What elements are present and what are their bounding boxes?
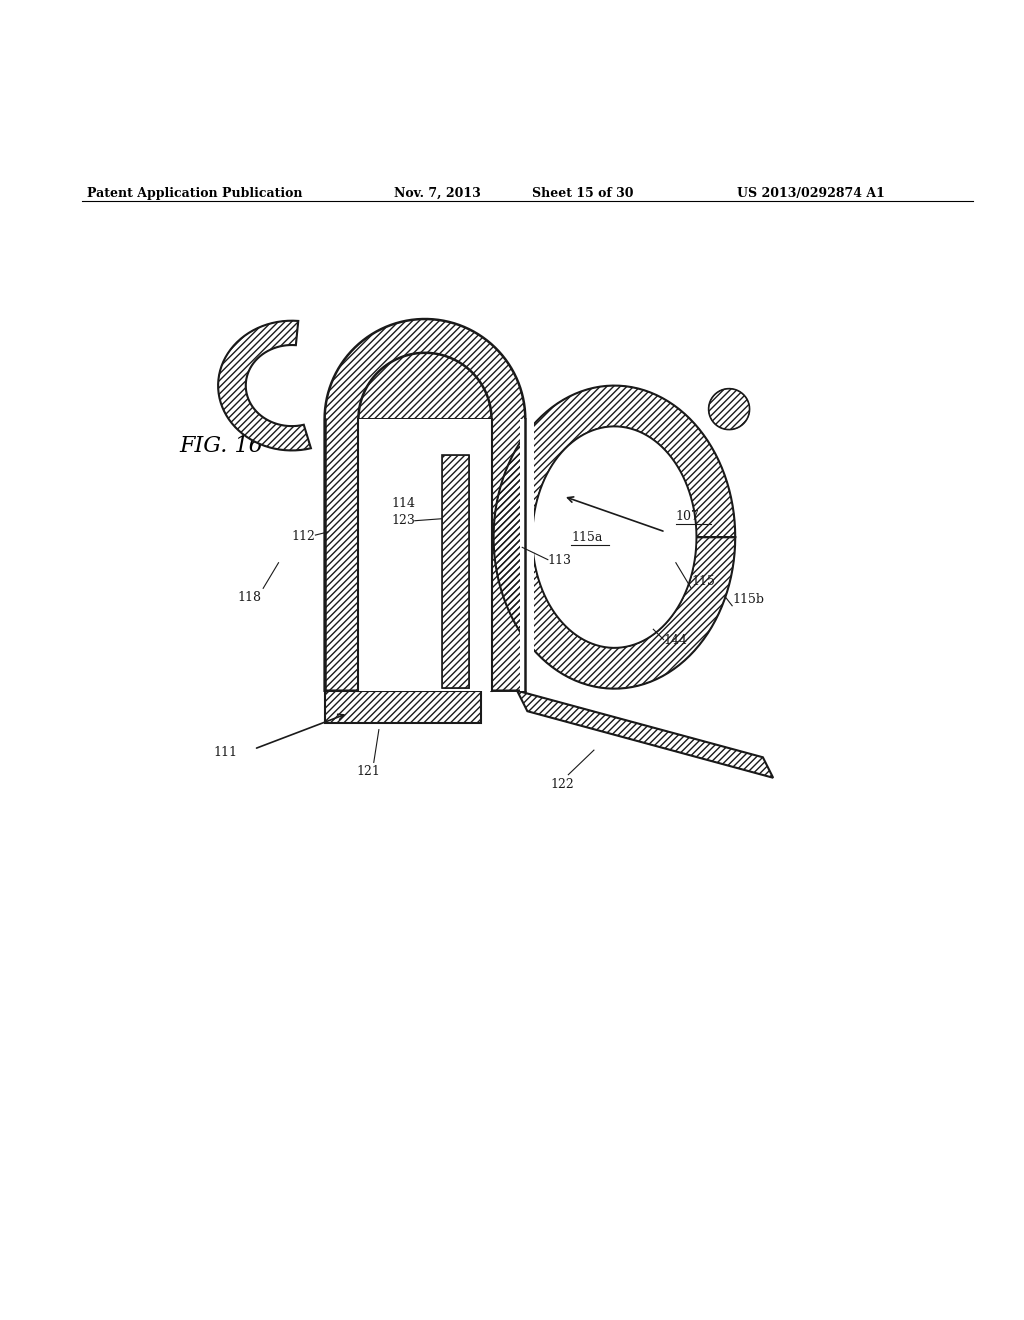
Text: 123: 123 — [391, 513, 415, 527]
Text: Sheet 15 of 30: Sheet 15 of 30 — [532, 187, 634, 199]
Text: 122: 122 — [551, 777, 574, 791]
Text: 118: 118 — [238, 590, 261, 603]
Text: 115: 115 — [691, 576, 715, 589]
Text: 114: 114 — [391, 498, 415, 511]
Polygon shape — [325, 319, 525, 690]
Text: 115a: 115a — [571, 531, 603, 544]
Text: 121: 121 — [356, 764, 380, 777]
Polygon shape — [517, 690, 773, 777]
Polygon shape — [358, 420, 492, 690]
Text: FIG. 16: FIG. 16 — [179, 434, 263, 457]
Text: 113: 113 — [548, 554, 571, 566]
Polygon shape — [532, 426, 696, 648]
Text: 144: 144 — [664, 634, 687, 647]
Text: 112: 112 — [292, 531, 315, 544]
Text: 115b: 115b — [732, 593, 764, 606]
Text: Patent Application Publication: Patent Application Publication — [87, 187, 302, 199]
Polygon shape — [442, 455, 469, 688]
Polygon shape — [520, 420, 534, 690]
Polygon shape — [709, 388, 750, 429]
Polygon shape — [494, 385, 735, 689]
Polygon shape — [218, 321, 311, 450]
Text: 107: 107 — [676, 510, 699, 523]
Text: 111: 111 — [213, 746, 237, 759]
Text: US 2013/0292874 A1: US 2013/0292874 A1 — [737, 187, 885, 199]
Text: Nov. 7, 2013: Nov. 7, 2013 — [394, 187, 481, 199]
Polygon shape — [325, 690, 481, 723]
